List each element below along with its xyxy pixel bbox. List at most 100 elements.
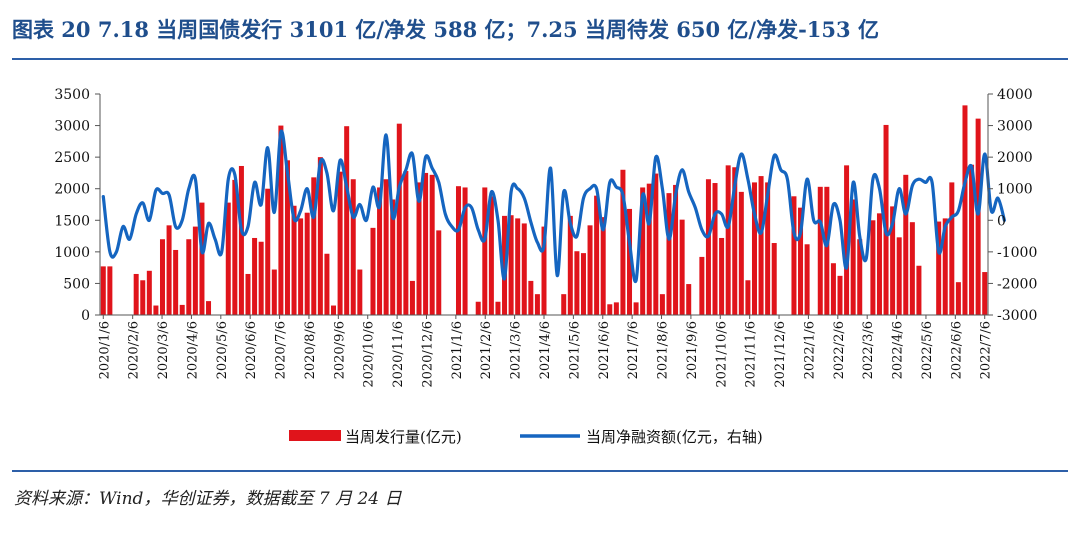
issuance-bar [876,213,882,315]
issuance-bar [278,125,284,315]
x-tick-label: 2022/2/6 [832,321,847,379]
issuance-bar [508,215,514,315]
issuance-bar [107,266,113,315]
left-tick-label: 2000 [54,182,90,198]
issuance-bar [673,184,679,315]
legend-bar-label: 当周发行量(亿元) [345,428,462,446]
x-tick-label: 2022/4/6 [891,321,906,379]
x-tick-label: 2021/8/6 [656,321,671,379]
issuance-bar [982,272,988,315]
issuance-bar [890,206,896,315]
x-tick-label: 2022/1/6 [802,321,817,379]
issuance-bar [830,263,836,315]
issuance-bar [350,179,356,315]
issuance-bar [298,218,304,315]
left-tick-label: 3000 [54,119,90,135]
issuance-bar [620,169,626,315]
issuance-bar [936,221,942,315]
issuance-bar [870,220,876,315]
issuance-bar [817,186,823,315]
issuance-bar [238,165,244,315]
issuance-bar [666,193,672,315]
left-tick-label: 3500 [54,87,90,103]
issuance-bar [455,186,461,315]
issuance-bar [258,241,264,315]
issuance-bar [337,171,343,315]
issuance-bar [324,253,330,315]
x-tick-label: 2021/11/6 [744,321,759,388]
right-tick-label: -1000 [997,245,1037,261]
issuance-bar [844,165,850,315]
issuance-bar [699,256,705,315]
net-financing-line [101,129,1006,284]
left-tick-label: 500 [63,276,90,292]
x-tick-label: 2022/7/6 [979,321,994,379]
issuance-bar [837,275,843,315]
issuance-bar [600,217,606,315]
x-tick-label: 2020/12/6 [420,321,435,388]
left-tick-label: 0 [81,308,90,324]
issuance-bar [462,187,468,315]
issuance-bar [206,301,212,315]
right-tick-label: -3000 [997,308,1037,324]
issuance-bar [942,218,948,315]
issuance-bar [679,219,685,315]
right-tick-label: 4000 [997,87,1033,103]
issuance-bar [284,160,290,315]
x-tick-label: 2021/12/6 [773,321,788,388]
right-tick-label: 0 [997,213,1006,229]
legend: 当周发行量(亿元) 当周净融资额(亿元，右轴) [289,428,763,446]
issuance-bar [370,227,376,315]
bar-series [100,105,988,316]
issuance-bar [528,280,534,315]
issuance-bar [482,187,488,315]
x-tick-label: 2021/1/6 [450,321,465,379]
x-tick-label: 2021/3/6 [509,321,524,379]
x-tick-label: 2021/2/6 [479,321,494,379]
issuance-bar [495,301,501,315]
issuance-bar [798,207,804,315]
issuance-bar [409,280,415,315]
issuance-bar [804,244,810,315]
issuance-bar [857,239,863,315]
issuance-bar [567,215,573,315]
x-tick-label: 2021/5/6 [567,321,582,379]
right-tick-label: 3000 [997,119,1033,135]
issuance-bar [331,305,337,315]
issuance-bar [712,183,718,315]
issuance-bar [955,282,961,315]
issuance-bar [199,202,205,315]
issuance-bar [916,265,922,315]
right-tick-label: 2000 [997,150,1033,166]
issuance-bar [633,302,639,315]
x-tick-label: 2020/3/6 [156,321,171,379]
issuance-bar [475,301,481,315]
x-tick-label: 2021/6/6 [597,321,612,379]
issuance-bar [896,237,902,315]
issuance-bar [574,251,580,315]
issuance-bar [659,294,665,315]
issuance-bar [686,284,692,315]
issuance-bar [357,269,363,315]
issuance-bar [903,174,909,315]
x-tick-label: 2021/10/6 [714,321,729,388]
right-tick-label: -2000 [997,276,1037,292]
issuance-bar [311,177,317,315]
issuance-bar [719,237,725,315]
x-tick-label: 2020/11/6 [391,321,406,388]
issuance-bar [153,305,159,315]
x-tick-label: 2020/9/6 [332,321,347,379]
issuance-chart: 0 500 1000 1500 2000 2500 3000 3500 -3000 -2000 -1… [54,87,1037,446]
issuance-bar [883,124,889,315]
issuance-bar [725,165,731,315]
issuance-bar [765,182,771,315]
x-tick-label: 2020/2/6 [127,321,142,379]
issuance-bar [377,187,383,315]
issuance-bar [179,304,185,315]
issuance-bar [561,294,567,315]
x-tick-label: 2021/9/6 [685,321,700,379]
issuance-bar [396,123,402,316]
issuance-bar [640,187,646,315]
x-tick-label: 2020/4/6 [185,321,200,379]
issuance-bar [909,222,915,315]
